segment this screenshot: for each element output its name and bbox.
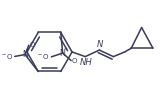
Text: N: N	[22, 50, 28, 59]
Text: NH: NH	[80, 58, 93, 67]
Text: $^+$: $^+$	[25, 48, 32, 54]
Text: $^+$: $^+$	[63, 47, 69, 53]
Text: N: N	[60, 49, 66, 58]
Text: O: O	[30, 42, 35, 48]
Text: $^-$O: $^-$O	[0, 52, 14, 61]
Text: N: N	[97, 40, 103, 49]
Text: $^-$O: $^-$O	[36, 52, 49, 61]
Text: O: O	[72, 58, 77, 64]
